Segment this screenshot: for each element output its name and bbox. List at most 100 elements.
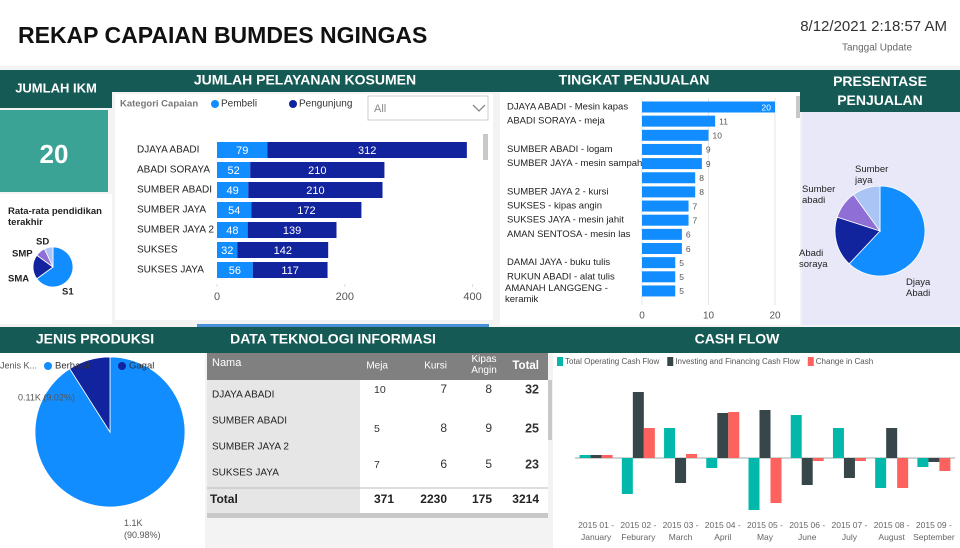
- legend-dot: [118, 362, 126, 370]
- bar-segment: [267, 142, 467, 158]
- cell: 8: [485, 382, 492, 396]
- category-label: SUKSES JAYA: [137, 265, 204, 276]
- scrollbar: [796, 96, 800, 118]
- column-header: Total: [512, 360, 539, 372]
- category-label: SUMBER JAYA: [137, 205, 206, 216]
- bar: [643, 428, 655, 458]
- data-label: 7: [693, 215, 698, 225]
- bar: [843, 458, 855, 478]
- bar: [642, 200, 689, 212]
- data-label: 9: [706, 159, 711, 169]
- bar: [939, 458, 951, 471]
- bar: [770, 458, 782, 503]
- row-name: SUMBER JAYA 2: [212, 442, 289, 453]
- data-label: 142: [274, 245, 292, 257]
- x-tick-label: 2015 03 - March: [662, 520, 699, 542]
- bar: [728, 412, 740, 458]
- pie-slice: [43, 246, 54, 268]
- filter-dropdown[interactable]: [367, 95, 489, 121]
- pie-label-box: Djaya Abadi: [906, 277, 930, 299]
- data-label: 172: [297, 205, 315, 217]
- x-tick-label-box: 2015 01 - January: [578, 520, 615, 542]
- kpi-value: 20: [40, 139, 69, 169]
- title-strip: [0, 70, 960, 92]
- data-label: 49: [227, 185, 239, 197]
- bar: [664, 428, 676, 458]
- legend-swatch: [667, 357, 674, 366]
- bar-segment: [247, 222, 337, 238]
- kpi-title-box: [0, 70, 112, 108]
- bar: [601, 455, 613, 458]
- legend-label: Pembeli: [221, 99, 257, 110]
- page-title: REKAP CAPAIAN BUMDES NGINGAS: [18, 22, 427, 48]
- pie-label: SD: [36, 237, 49, 248]
- cell: 5: [374, 423, 380, 435]
- x-tick-label: 0: [639, 311, 645, 322]
- dropdown-chevron[interactable]: [472, 104, 486, 112]
- data-label: 5: [679, 272, 684, 282]
- header-bar: [0, 0, 960, 66]
- panel-title: TINGKAT PENJUALAN: [559, 72, 710, 88]
- legend-label: Pengunjung: [299, 99, 352, 110]
- legend-title: Kategori Capaian: [120, 99, 198, 110]
- x-tick-label: 0: [214, 291, 220, 303]
- data-label: 210: [308, 165, 326, 177]
- total-cell: 175: [472, 492, 492, 506]
- x-tick-label: 2015 01 - January: [578, 520, 615, 542]
- legend-label: Total Operating Cash Flow: [565, 357, 659, 366]
- column-header: Nama: [212, 357, 242, 369]
- bar: [686, 454, 698, 458]
- pie-title: Rata-rata pendidikan terakhir: [8, 206, 102, 228]
- x-tick-label: 2015 09 - September: [913, 520, 955, 542]
- name-column: [207, 380, 360, 513]
- data-label: 48: [226, 225, 238, 237]
- legend-swatch: [807, 357, 814, 366]
- data-label: 139: [283, 225, 301, 237]
- category-label: DJAYA ABADI - Mesin kapas: [507, 102, 628, 113]
- legend-label: Investing and Financing Cash Flow: [675, 357, 800, 366]
- scrollbar: [197, 324, 489, 327]
- category-label: SUKSES JAYA - mesin jahit: [507, 215, 624, 226]
- update-label: Tanggal Update: [842, 43, 912, 54]
- kpi-card: [0, 110, 108, 192]
- category-label: DJAYA ABADI: [137, 145, 199, 156]
- data-label: 117: [281, 265, 299, 277]
- category-label: SUMBER JAYA 2: [137, 225, 214, 236]
- cell: 6: [440, 457, 447, 471]
- bar: [801, 458, 813, 485]
- x-tick-label-box: 2015 03 - March: [662, 520, 699, 542]
- x-tick-label: 2015 06 - June: [789, 520, 826, 542]
- bar: [790, 415, 802, 458]
- legend-swatch: [557, 357, 563, 366]
- data-label: 54: [228, 205, 240, 217]
- title-strip: [0, 327, 960, 353]
- bar-segment: [251, 202, 362, 218]
- bar-segment: [217, 222, 248, 238]
- x-tick-label: 2015 05 - May: [747, 520, 783, 542]
- panel-title: JUMLAH PELAYANAN KOSUMEN: [194, 72, 416, 88]
- bar: [642, 214, 689, 226]
- pie-label-box: Sumber abadi: [802, 184, 836, 206]
- pie-label: SMA: [8, 274, 29, 285]
- panel-title: PRESENTASE PENJUALAN: [833, 73, 927, 108]
- pie-label: S1: [62, 287, 74, 298]
- filter-value[interactable]: All: [374, 103, 386, 115]
- bar: [832, 428, 844, 458]
- x-tick-label: 2015 02 - Feburary: [620, 520, 657, 542]
- data-label: 312: [358, 145, 376, 157]
- x-tick-label: 2015 04 - April: [704, 520, 741, 542]
- pie-label: Sumber abadi: [802, 184, 836, 206]
- x-tick-label: 10: [703, 311, 715, 322]
- bar: [854, 458, 866, 461]
- panel-title-box: PRESENTASE PENJUALAN: [833, 73, 927, 108]
- legend-dot: [44, 362, 52, 370]
- pie-label: Sumber jaya: [855, 164, 889, 186]
- pie-slice: [36, 246, 74, 288]
- x-tick-label: 2015 08 - August: [873, 520, 910, 542]
- bar: [642, 101, 775, 113]
- row-name: DJAYA ABADI: [212, 390, 274, 401]
- bar: [642, 115, 716, 127]
- cell: 32: [525, 382, 539, 396]
- x-tick-label-box: 2015 05 - May: [747, 520, 783, 542]
- bar: [875, 458, 887, 488]
